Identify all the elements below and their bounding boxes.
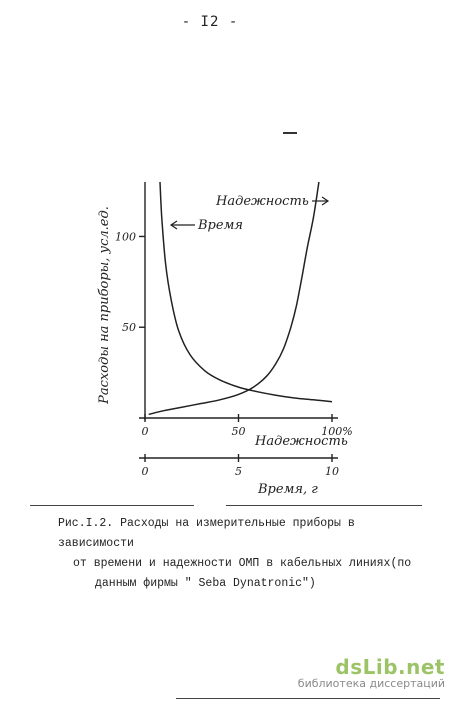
series-label-reliability: Надежность xyxy=(215,194,309,209)
time-axis-label: Время, г xyxy=(257,482,318,497)
watermark-subtitle: библиотека диссертаций xyxy=(297,677,445,690)
time-tick-label: 0 xyxy=(142,465,149,478)
dash-mark xyxy=(283,132,297,134)
bottom-rule xyxy=(176,698,440,699)
time-tick-label: 10 xyxy=(325,465,339,478)
reliability-tick-label: 100% xyxy=(321,425,352,438)
watermark: dsLib.net библиотека диссертаций xyxy=(280,655,445,690)
reliability-tick-label: 0 xyxy=(142,425,149,438)
figure-caption: Рис.I.2. Расходы на измерительные прибор… xyxy=(58,514,418,594)
y-axis-label: Расходы на приборы, усл.ед. xyxy=(97,206,112,405)
reliability-axis-label: Надежность xyxy=(254,434,348,449)
reliability-label-arrowhead xyxy=(321,196,330,206)
reliability-tick-label: 50 xyxy=(232,425,246,438)
caption-line-2: от времени и надежности ОМП в кабельных … xyxy=(73,557,412,570)
y-tick-label: 100 xyxy=(115,230,136,243)
time-tick-label: 5 xyxy=(235,465,242,478)
caption-rule-right xyxy=(226,505,422,506)
caption-line-3: данным фирмы " Seba Dynatronic") xyxy=(95,577,316,590)
series-line-time xyxy=(159,181,333,403)
caption-line-1: Рис.I.2. Расходы на измерительные прибор… xyxy=(58,517,355,550)
series-label-time: Время xyxy=(197,218,243,233)
page-number: - I2 - xyxy=(181,14,239,30)
caption-rule-left xyxy=(30,505,194,506)
watermark-logo: dsLib.net xyxy=(335,655,445,679)
series-line-reliability xyxy=(148,181,320,416)
time-label-arrowhead xyxy=(169,220,178,230)
y-tick-label: 50 xyxy=(122,321,136,334)
